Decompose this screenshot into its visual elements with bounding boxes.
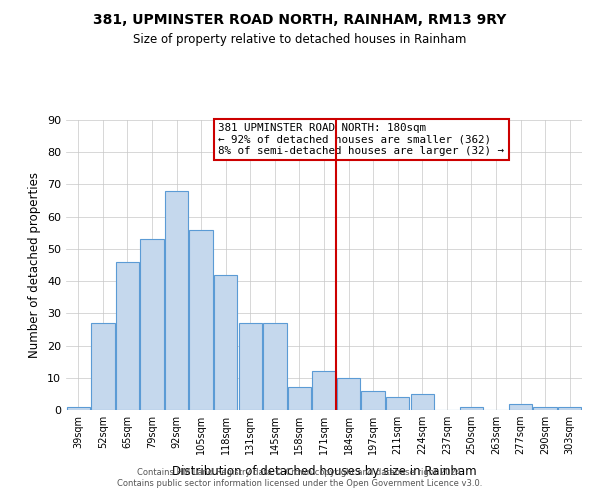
Bar [533, 407, 557, 410]
Bar [361, 390, 385, 410]
Text: 381, UPMINSTER ROAD NORTH, RAINHAM, RM13 9RY: 381, UPMINSTER ROAD NORTH, RAINHAM, RM13… [94, 12, 506, 26]
Y-axis label: Number of detached properties: Number of detached properties [28, 172, 41, 358]
Bar [91, 323, 115, 410]
Bar [116, 262, 139, 410]
X-axis label: Distribution of detached houses by size in Rainham: Distribution of detached houses by size … [172, 466, 476, 478]
Bar [460, 407, 483, 410]
Bar [337, 378, 360, 410]
Bar [214, 274, 238, 410]
Bar [558, 407, 581, 410]
Bar [509, 404, 532, 410]
Bar [313, 372, 335, 410]
Bar [165, 191, 188, 410]
Bar [140, 239, 164, 410]
Text: Size of property relative to detached houses in Rainham: Size of property relative to detached ho… [133, 32, 467, 46]
Text: Contains HM Land Registry data © Crown copyright and database right 2024.
Contai: Contains HM Land Registry data © Crown c… [118, 468, 482, 487]
Bar [288, 388, 311, 410]
Bar [386, 397, 409, 410]
Bar [190, 230, 213, 410]
Bar [239, 323, 262, 410]
Bar [67, 407, 90, 410]
Bar [410, 394, 434, 410]
Text: 381 UPMINSTER ROAD NORTH: 180sqm
← 92% of detached houses are smaller (362)
8% o: 381 UPMINSTER ROAD NORTH: 180sqm ← 92% o… [218, 123, 504, 156]
Bar [263, 323, 287, 410]
